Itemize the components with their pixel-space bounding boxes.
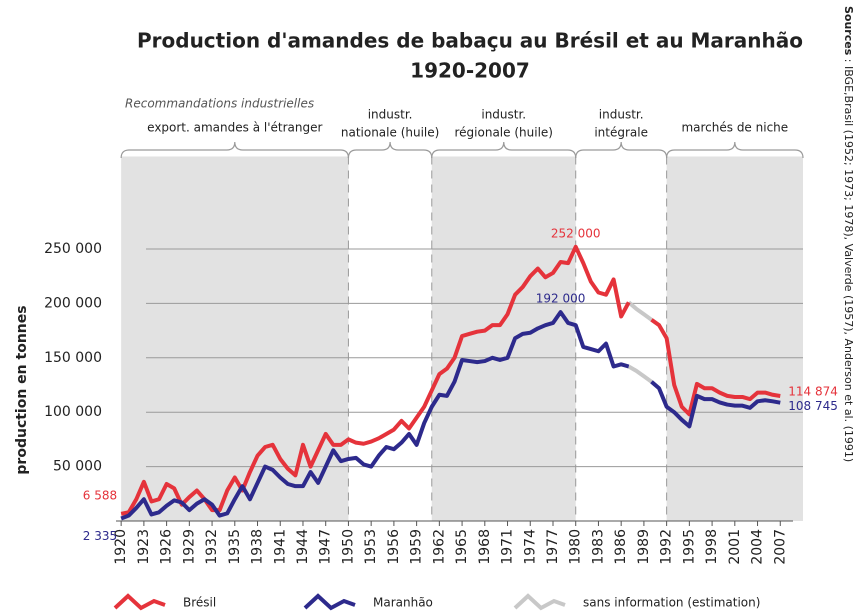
y-tick-label: 200 000	[44, 295, 102, 311]
x-tick-label: 1950	[340, 529, 356, 565]
period-brace	[431, 141, 577, 159]
x-tick-label: 1947	[318, 529, 334, 565]
x-tick-label: 2007	[772, 529, 788, 565]
y-tick-label: 250 000	[44, 241, 102, 257]
period-label: industr.	[599, 108, 644, 122]
chart-subtitle: 1920-2007	[410, 59, 530, 83]
y-axis-label: production en tonnes	[14, 305, 30, 474]
period-label: marchés de niche	[681, 121, 788, 135]
period-brace	[120, 141, 350, 159]
estimation-line	[627, 364, 653, 384]
estimation-line	[627, 300, 653, 322]
data-label: 114 874	[788, 385, 838, 399]
period-label: intégrale	[594, 126, 648, 140]
sources-text: : IBGE,Brasil (1952; 1973; 1978), Valver…	[842, 55, 855, 462]
x-tick-label: 1956	[386, 529, 402, 565]
period-label: industr.	[481, 108, 526, 122]
legend-swatch	[513, 593, 566, 611]
series-line	[120, 310, 781, 521]
sources: Sources : IBGE,Brasil (1952; 1973; 1978)…	[842, 6, 855, 462]
period-label: régionale (huile)	[455, 126, 553, 140]
x-tick-label: 1986	[613, 529, 629, 565]
x-tick-label: 1977	[545, 529, 561, 565]
x-tick-label: 1971	[500, 529, 516, 565]
x-tick-label: 1980	[568, 529, 584, 565]
x-tick-label: 1965	[454, 529, 470, 565]
chart-title: Production d'amandes de babaçu au Brésil…	[137, 29, 803, 53]
legend-label: Brésil	[183, 596, 216, 610]
x-tick-label: 1959	[409, 529, 425, 565]
x-tick-label: 1932	[204, 529, 220, 565]
y-tick-label: 50 000	[53, 459, 102, 475]
x-tick-label: 1944	[295, 529, 311, 565]
plot-area	[116, 141, 804, 526]
x-tick-label: 1929	[181, 529, 197, 565]
period-label: industr.	[368, 108, 413, 122]
x-tick-label: 1941	[272, 529, 288, 565]
x-tick-label: 1974	[522, 529, 538, 565]
period-band	[121, 156, 349, 521]
data-label: 108 745	[788, 399, 838, 413]
x-tick-label: 2004	[750, 529, 766, 565]
period-brace	[575, 141, 668, 159]
x-tick-label: 1923	[136, 529, 152, 565]
x-tick-label: 1962	[431, 529, 447, 565]
sources-label: Sources	[842, 6, 855, 56]
periods-title: Recommandations industrielles	[125, 97, 314, 111]
y-tick-label: 150 000	[44, 350, 102, 366]
legend-label: Maranhão	[373, 596, 433, 610]
x-tick-label: 1995	[681, 529, 697, 565]
period-band	[431, 156, 576, 521]
period-band	[666, 156, 803, 521]
x-tick-label: 1938	[250, 529, 266, 565]
x-tick-label: 1935	[227, 529, 243, 565]
x-tick-label: 1998	[704, 529, 720, 565]
x-tick-label: 1983	[590, 529, 606, 565]
data-label: 252 000	[551, 226, 601, 240]
period-brace	[347, 141, 433, 159]
y-tick-label: 100 000	[44, 404, 102, 420]
legend-swatch	[303, 593, 356, 611]
x-tick-label: 1920	[113, 529, 129, 565]
data-label: 2 335	[83, 529, 117, 543]
x-tick-label: 2001	[727, 529, 743, 565]
legend-label: sans information (estimation)	[583, 596, 760, 610]
x-tick-label: 1953	[363, 529, 379, 565]
x-tick-label: 1989	[636, 529, 652, 565]
period-label: export. amandes à l'étranger	[147, 121, 322, 135]
x-tick-label: 1968	[477, 529, 493, 565]
x-tick-label: 1926	[159, 529, 175, 565]
data-label: 192 000	[536, 292, 586, 306]
x-tick-label: 1992	[659, 529, 675, 565]
data-label: 6 588	[83, 488, 117, 502]
legend-swatch	[113, 593, 166, 611]
period-brace	[666, 141, 804, 159]
period-label: nationale (huile)	[341, 126, 439, 140]
